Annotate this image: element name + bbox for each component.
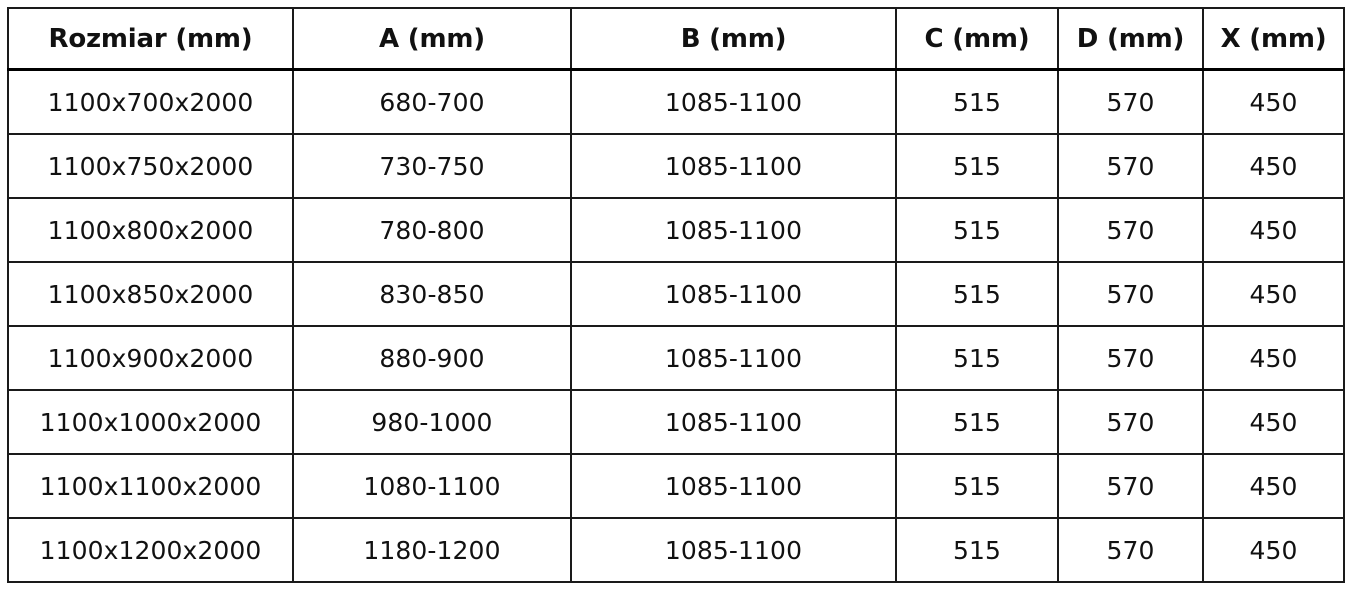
table-row: 1100x700x2000 680-700 1085-1100 515 570 … — [7, 68, 1345, 135]
cell-d: 570 — [1057, 325, 1204, 391]
cell-c: 515 — [895, 517, 1059, 583]
cell-a: 1180-1200 — [292, 517, 572, 583]
cell-size: 1100x800x2000 — [7, 197, 294, 263]
cell-b: 1085-1100 — [570, 453, 897, 519]
cell-b: 1085-1100 — [570, 133, 897, 199]
cell-b: 1085-1100 — [570, 197, 897, 263]
cell-c: 515 — [895, 325, 1059, 391]
table-row: 1100x800x2000 780-800 1085-1100 515 570 … — [7, 197, 1345, 263]
cell-x: 450 — [1202, 389, 1345, 455]
cell-a: 1080-1100 — [292, 453, 572, 519]
cell-size: 1100x750x2000 — [7, 133, 294, 199]
cell-size: 1100x850x2000 — [7, 261, 294, 327]
table-row: 1100x850x2000 830-850 1085-1100 515 570 … — [7, 261, 1345, 327]
column-header-size: Rozmiar (mm) — [7, 7, 294, 71]
cell-d: 570 — [1057, 389, 1204, 455]
cell-size: 1100x1200x2000 — [7, 517, 294, 583]
cell-a: 680-700 — [292, 68, 572, 135]
column-header-a: A (mm) — [292, 7, 572, 71]
cell-a: 880-900 — [292, 325, 572, 391]
cell-d: 570 — [1057, 68, 1204, 135]
cell-size: 1100x1000x2000 — [7, 389, 294, 455]
table-row: 1100x1000x2000 980-1000 1085-1100 515 57… — [7, 389, 1345, 455]
cell-b: 1085-1100 — [570, 68, 897, 135]
cell-x: 450 — [1202, 325, 1345, 391]
cell-x: 450 — [1202, 133, 1345, 199]
cell-d: 570 — [1057, 261, 1204, 327]
cell-x: 450 — [1202, 197, 1345, 263]
cell-b: 1085-1100 — [570, 389, 897, 455]
cell-b: 1085-1100 — [570, 261, 897, 327]
cell-d: 570 — [1057, 133, 1204, 199]
cell-c: 515 — [895, 389, 1059, 455]
cell-c: 515 — [895, 68, 1059, 135]
column-header-c: C (mm) — [895, 7, 1059, 71]
cell-d: 570 — [1057, 453, 1204, 519]
cell-d: 570 — [1057, 517, 1204, 583]
cell-x: 450 — [1202, 517, 1345, 583]
table-header: Rozmiar (mm) A (mm) B (mm) C (mm) D (mm)… — [7, 7, 1345, 71]
cell-a: 730-750 — [292, 133, 572, 199]
cell-c: 515 — [895, 197, 1059, 263]
column-header-d: D (mm) — [1057, 7, 1204, 71]
cell-a: 830-850 — [292, 261, 572, 327]
table-row: 1100x750x2000 730-750 1085-1100 515 570 … — [7, 133, 1345, 199]
cell-x: 450 — [1202, 261, 1345, 327]
cell-size: 1100x1100x2000 — [7, 453, 294, 519]
cell-x: 450 — [1202, 68, 1345, 135]
cell-d: 570 — [1057, 197, 1204, 263]
table-row: 1100x1200x2000 1180-1200 1085-1100 515 5… — [7, 517, 1345, 583]
cell-c: 515 — [895, 453, 1059, 519]
column-header-b: B (mm) — [570, 7, 897, 71]
cell-a: 780-800 — [292, 197, 572, 263]
cell-b: 1085-1100 — [570, 325, 897, 391]
table-row: 1100x1100x2000 1080-1100 1085-1100 515 5… — [7, 453, 1345, 519]
cell-a: 980-1000 — [292, 389, 572, 455]
header-row: Rozmiar (mm) A (mm) B (mm) C (mm) D (mm)… — [7, 7, 1345, 71]
table-row: 1100x900x2000 880-900 1085-1100 515 570 … — [7, 325, 1345, 391]
column-header-x: X (mm) — [1202, 7, 1345, 71]
cell-c: 515 — [895, 133, 1059, 199]
cell-size: 1100x700x2000 — [7, 68, 294, 135]
cell-x: 450 — [1202, 453, 1345, 519]
cell-b: 1085-1100 — [570, 517, 897, 583]
dimensions-table: Rozmiar (mm) A (mm) B (mm) C (mm) D (mm)… — [7, 7, 1345, 583]
cell-size: 1100x900x2000 — [7, 325, 294, 391]
table-body: 1100x700x2000 680-700 1085-1100 515 570 … — [7, 68, 1345, 583]
cell-c: 515 — [895, 261, 1059, 327]
